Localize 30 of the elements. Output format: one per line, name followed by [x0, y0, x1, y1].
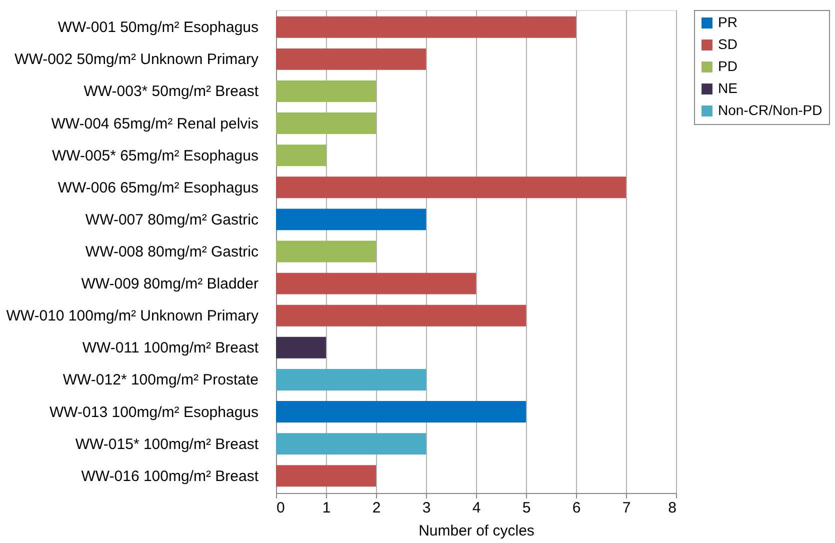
- x-tick-label: 8: [668, 500, 676, 516]
- x-tick-label: 1: [322, 500, 331, 516]
- x-tick-label: 7: [622, 500, 631, 516]
- x-tick-label: 4: [472, 500, 481, 516]
- x-tick-label: 5: [522, 500, 531, 516]
- y-tick-label: WW-015* 100mg/m² Breast: [75, 436, 260, 453]
- y-tick-label: WW-005* 65mg/m² Esophagus: [52, 147, 258, 164]
- y-tick-label: WW-006 65mg/m² Esophagus: [58, 179, 258, 196]
- x-tick-label: 3: [422, 500, 431, 516]
- x-axis-title: Number of cycles: [418, 522, 534, 540]
- y-tick-label: WW-001 50mg/m² Esophagus: [58, 19, 258, 36]
- x-tick-label: 0: [276, 500, 285, 516]
- y-tick-label: WW-011 100mg/m² Breast: [82, 340, 260, 357]
- y-tick-label: WW-004 65mg/m² Renal pelvis: [51, 115, 258, 132]
- legend-label: PD: [718, 58, 738, 74]
- y-tick-label: WW-008 80mg/m² Gastric: [85, 244, 259, 260]
- legend-label: SD: [718, 36, 738, 52]
- legend-label: Non-CR/Non-PD: [718, 102, 822, 118]
- y-tick-label: WW-013 100mg/m² Esophagus: [50, 404, 258, 421]
- y-tick-label: WW-012* 100mg/m² Prostate: [62, 372, 258, 389]
- y-tick-label: WW-009 80mg/m² Bladder: [81, 276, 258, 293]
- y-tick-label: WW-003* 50mg/m² Breast: [84, 83, 260, 100]
- x-tick-label: 6: [572, 500, 581, 516]
- y-tick-label: WW-010 100mg/m² Unknown Primary: [6, 308, 259, 325]
- legend-label: NE: [718, 80, 738, 96]
- y-tick-label: WW-016 100mg/m² Breast: [81, 468, 260, 485]
- y-tick-label: WW-002 50mg/m² Unknown Primary: [14, 51, 259, 68]
- legend-label: PR: [718, 14, 738, 30]
- x-tick-label: 2: [372, 500, 381, 516]
- y-tick-label: WW-007 80mg/m² Gastric: [85, 211, 259, 228]
